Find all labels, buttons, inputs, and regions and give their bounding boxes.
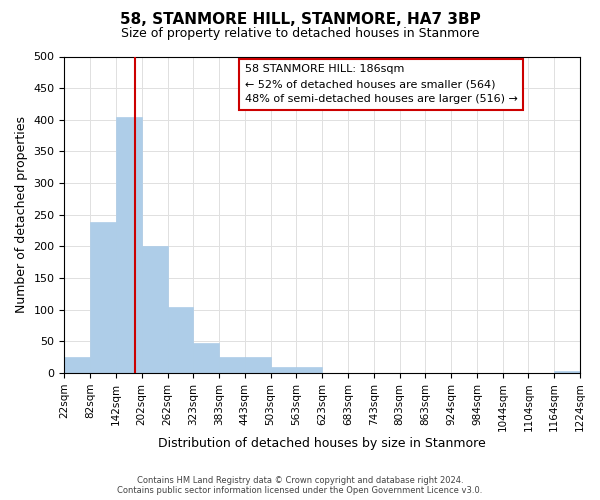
Bar — [219, 357, 245, 373]
Text: Size of property relative to detached houses in Stanmore: Size of property relative to detached ho… — [121, 28, 479, 40]
Text: 58, STANMORE HILL, STANMORE, HA7 3BP: 58, STANMORE HILL, STANMORE, HA7 3BP — [119, 12, 481, 28]
Bar — [64, 357, 90, 373]
Bar — [142, 246, 167, 373]
Bar — [90, 222, 116, 373]
Bar — [296, 366, 322, 373]
X-axis label: Distribution of detached houses by size in Stanmore: Distribution of detached houses by size … — [158, 437, 486, 450]
Y-axis label: Number of detached properties: Number of detached properties — [15, 116, 28, 313]
Bar — [116, 118, 142, 373]
Bar — [271, 366, 296, 373]
Bar — [245, 357, 271, 373]
Text: Contains HM Land Registry data © Crown copyright and database right 2024.
Contai: Contains HM Land Registry data © Crown c… — [118, 476, 482, 495]
Bar — [193, 342, 219, 373]
Bar — [167, 306, 193, 373]
Bar — [554, 371, 580, 373]
Text: 58 STANMORE HILL: 186sqm
← 52% of detached houses are smaller (564)
48% of semi-: 58 STANMORE HILL: 186sqm ← 52% of detach… — [245, 64, 518, 104]
